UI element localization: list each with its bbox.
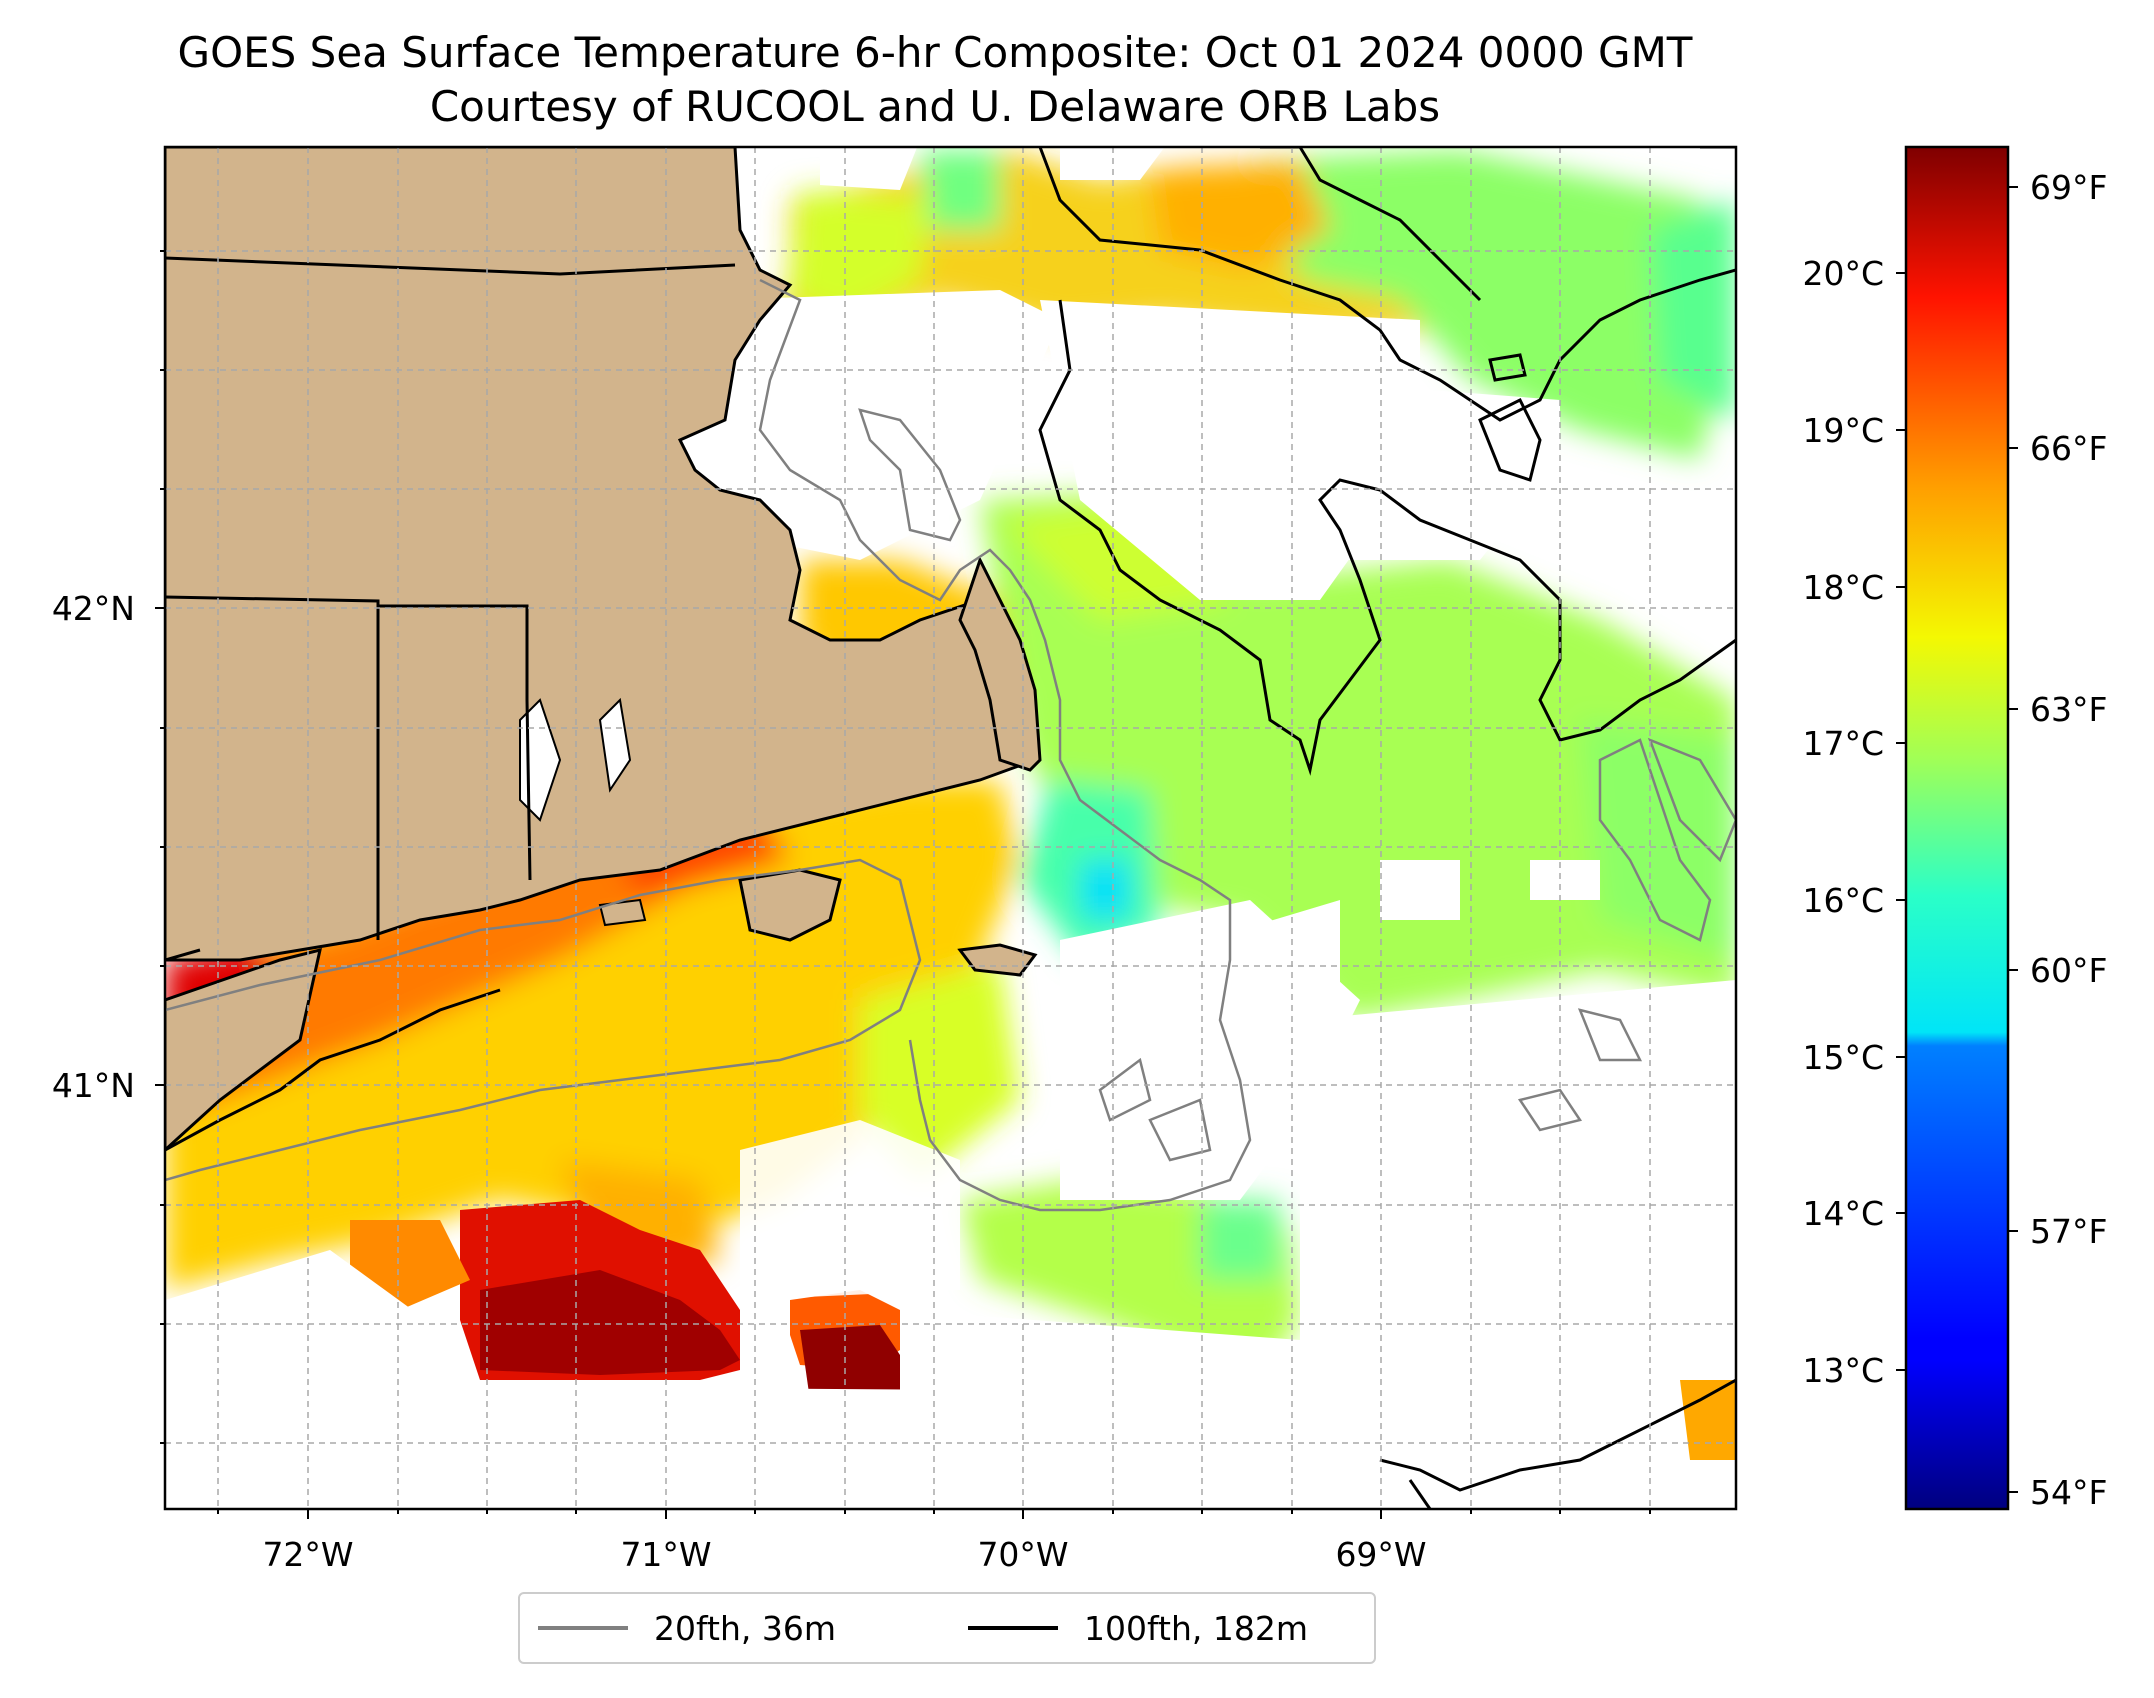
lat-tick-label: 41°N [52, 1066, 135, 1105]
fahrenheit-tick-label: 63°F [2030, 690, 2107, 729]
lon-tick-label: 71°W [620, 1535, 711, 1574]
land [165, 147, 1042, 1153]
colorbar-celsius-ticks [1896, 272, 1906, 1371]
fahrenheit-tick-label: 69°F [2030, 168, 2107, 207]
celsius-tick-label: 16°C [1802, 881, 1884, 920]
celsius-tick-label: 14°C [1802, 1194, 1884, 1233]
isobath-legend: 20fth, 36m 100fth, 182m [518, 1592, 1376, 1664]
celsius-tick-label: 18°C [1802, 568, 1884, 607]
plot-frame [163, 145, 1738, 1511]
state-borders [165, 256, 736, 962]
isobath-20fth [165, 278, 1736, 1212]
colorbar [1904, 145, 2010, 1511]
legend-label: 100fth, 182m [1084, 1608, 1308, 1648]
celsius-tick-label: 15°C [1802, 1038, 1884, 1077]
y-axis [155, 250, 165, 1444]
title-line-2: Courtesy of RUCOOL and U. Delaware ORB L… [429, 82, 1441, 131]
fahrenheit-tick-label: 54°F [2030, 1473, 2107, 1512]
lon-tick-label: 72°W [262, 1535, 353, 1574]
legend-item-100fth: 100fth, 182m [968, 1594, 1308, 1662]
legend-line-black [968, 1626, 1058, 1630]
celsius-tick-label: 17°C [1802, 724, 1884, 763]
fahrenheit-tick-label: 60°F [2030, 951, 2107, 990]
legend-line-gray [538, 1626, 628, 1630]
isobath-100fth [165, 147, 1736, 1509]
celsius-tick-label: 19°C [1802, 411, 1884, 450]
legend-label: 20fth, 36m [654, 1608, 836, 1648]
celsius-tick-label: 13°C [1802, 1351, 1884, 1390]
celsius-tick-label: 20°C [1802, 254, 1884, 293]
fahrenheit-tick-label: 57°F [2030, 1212, 2107, 1251]
title-line-1: GOES Sea Surface Temperature 6-hr Compos… [177, 28, 1693, 77]
gridlines [165, 147, 1736, 1509]
fahrenheit-tick-label: 66°F [2030, 429, 2107, 468]
lon-tick-label: 70°W [977, 1535, 1068, 1574]
lat-tick-label: 42°N [52, 589, 135, 628]
legend-item-20fth: 20fth, 36m [538, 1594, 836, 1662]
map-title: GOES Sea Surface Temperature 6-hr Compos… [0, 26, 1870, 134]
colorbar-fahrenheit-ticks [2008, 186, 2018, 1493]
x-axis [217, 1509, 1651, 1519]
lon-tick-label: 69°W [1335, 1535, 1426, 1574]
